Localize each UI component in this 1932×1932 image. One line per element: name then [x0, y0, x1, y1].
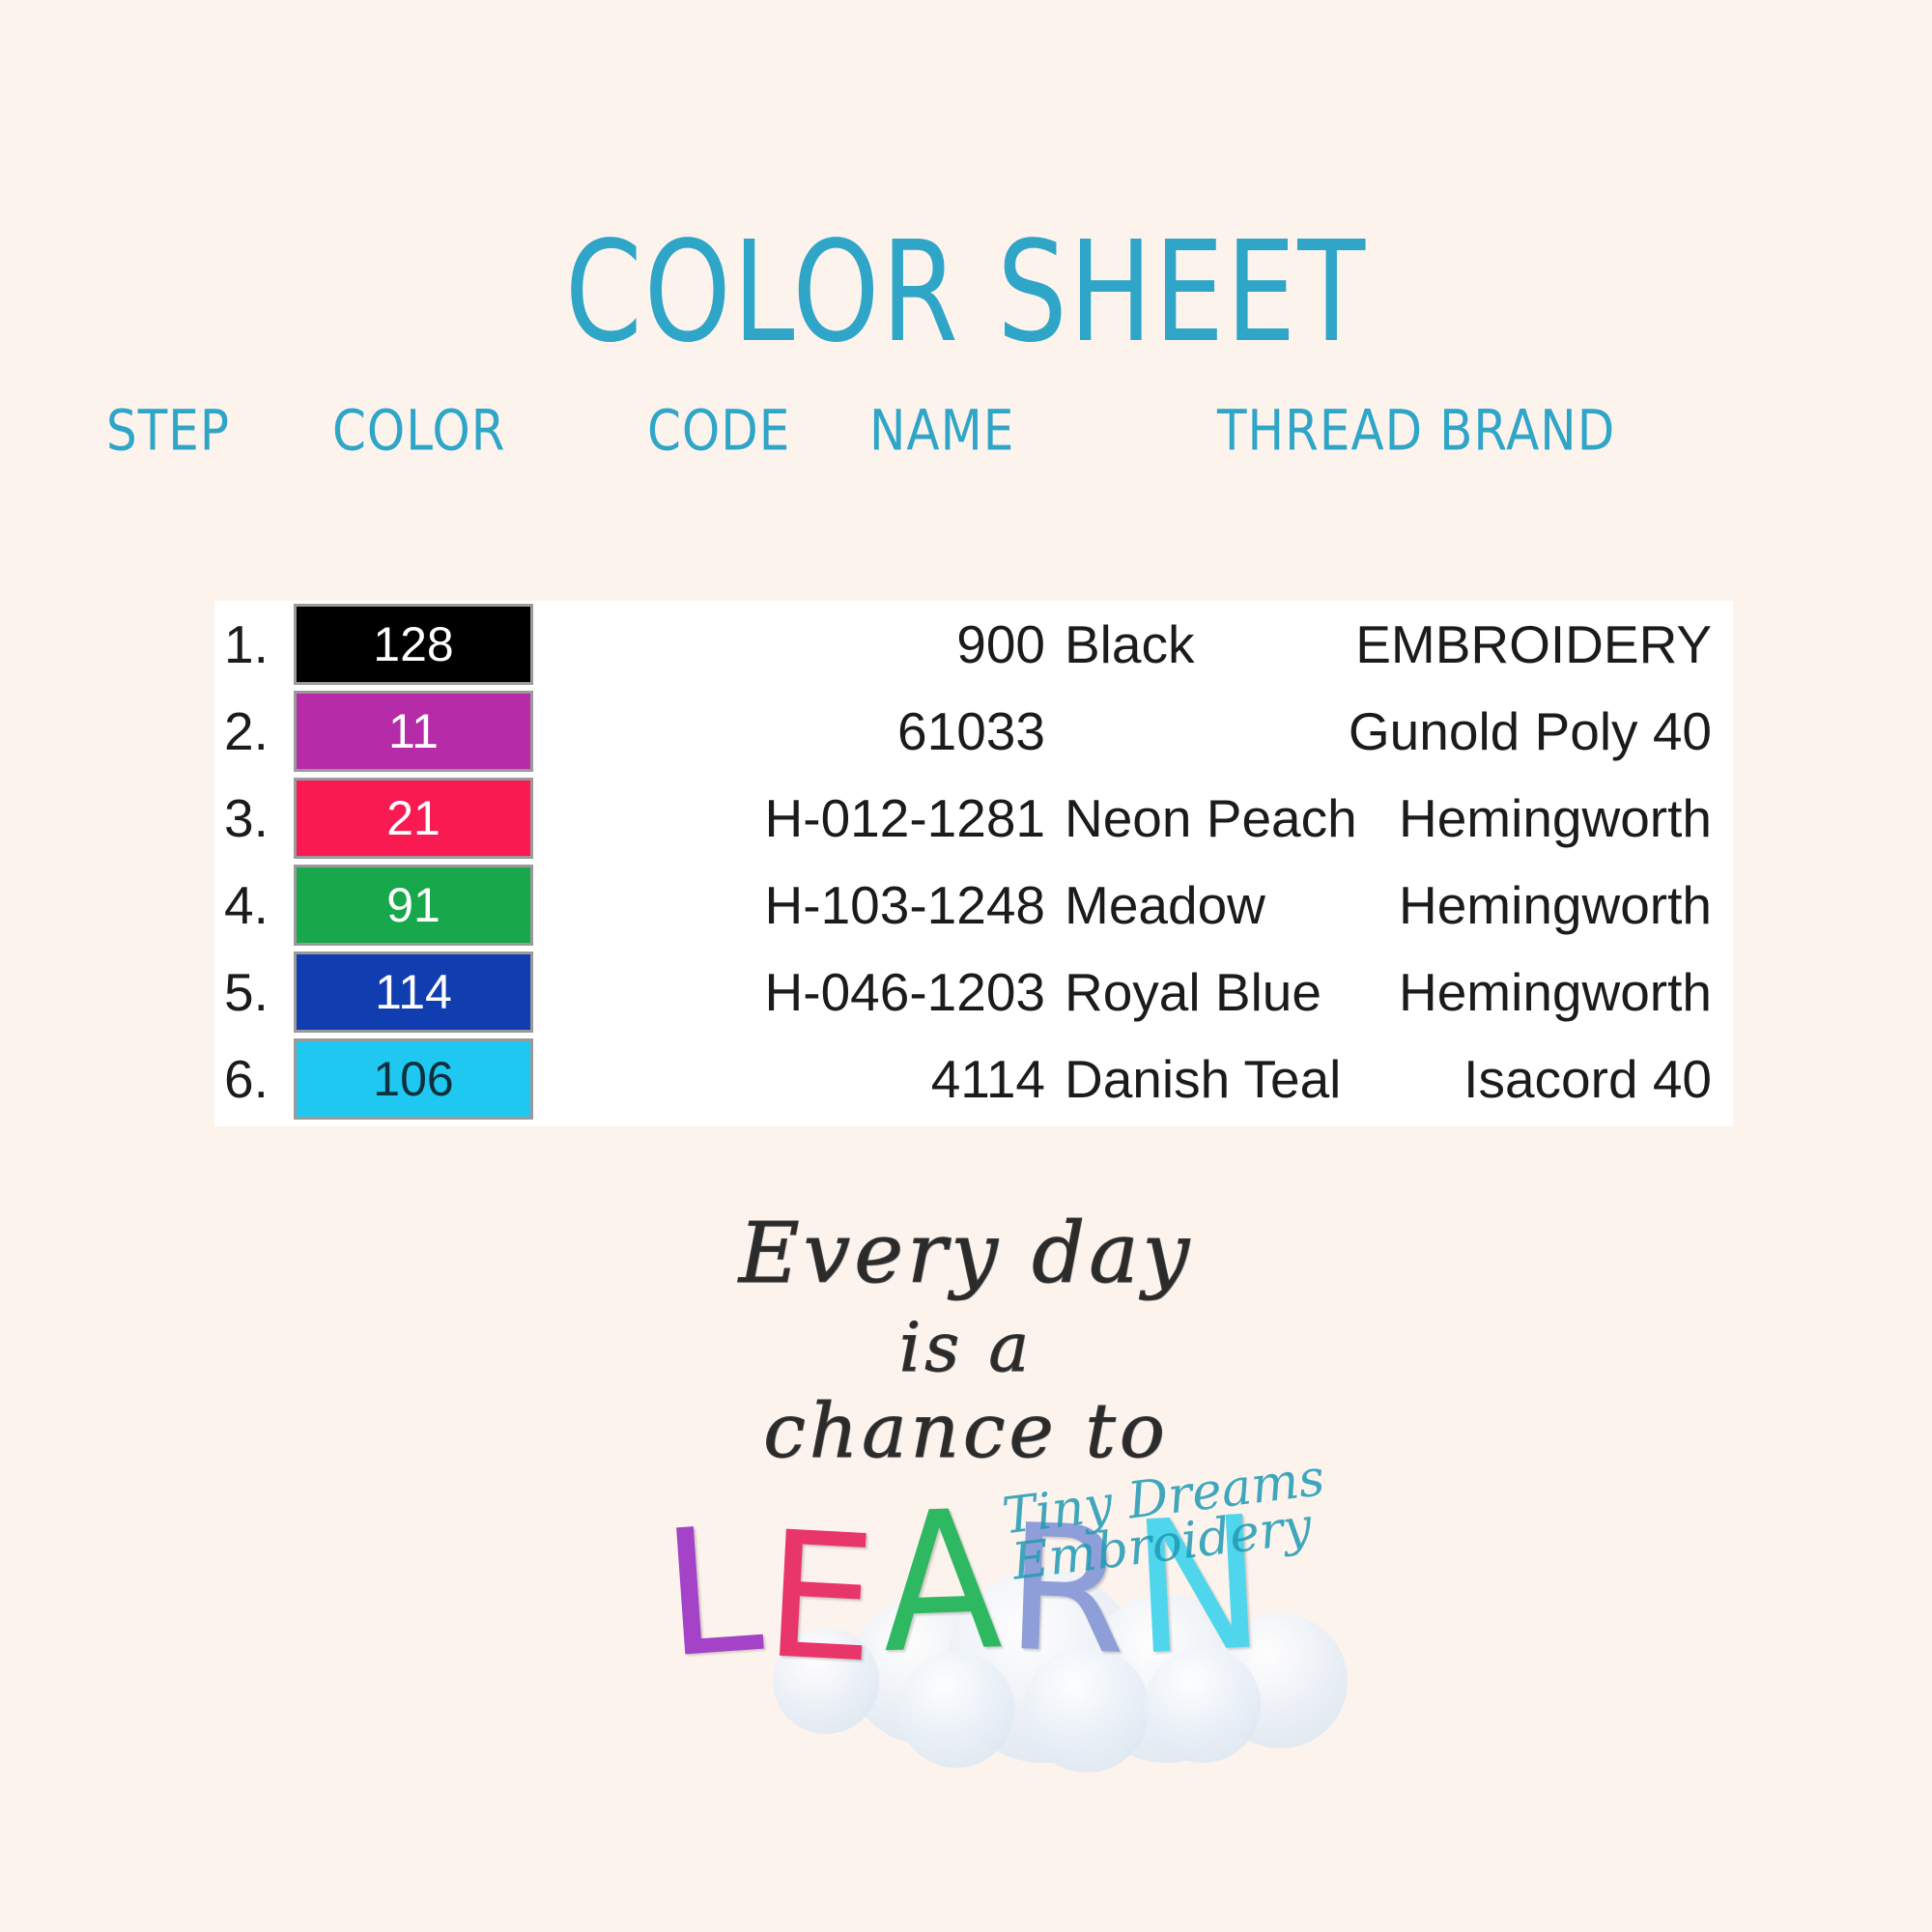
artwork-line-1: Every day	[738, 1206, 1194, 1302]
artwork-line-3: chance to	[763, 1388, 1169, 1475]
table-row[interactable]: 4. 91 H-103-1248 Meadow Hemingworth	[214, 862, 1733, 949]
step-number: 1.	[224, 614, 269, 674]
color-table: 1. 128 900 Black EMBROIDERY 2. 11 61033 Gunold P…	[214, 601, 1733, 1126]
header-code: CODE	[647, 398, 791, 464]
table-row[interactable]: 5. 114 H-046-1203 Royal Blue Hemingworth	[214, 949, 1733, 1036]
thread-code: H-103-1248	[764, 875, 1045, 935]
step-number: 3.	[224, 788, 269, 848]
artwork-letter-n: N	[1127, 1477, 1274, 1696]
artwork-letter-e: E	[759, 1493, 887, 1702]
color-swatch[interactable]: 114	[294, 952, 533, 1033]
table-row[interactable]: 3. 21 H-012-1281 Neon Peach Hemingworth	[214, 775, 1733, 862]
cloud-shape	[898, 1652, 1014, 1768]
thread-code: H-046-1203	[764, 962, 1045, 1022]
color-swatch[interactable]: 91	[294, 865, 533, 946]
header-color: COLOR	[332, 398, 506, 464]
color-swatch[interactable]: 128	[294, 604, 533, 685]
thread-code: 900	[956, 614, 1045, 674]
thread-brand: Isacord 40	[1463, 1049, 1712, 1109]
step-number: 6.	[224, 1049, 269, 1109]
swatch-number: 106	[373, 1052, 454, 1106]
swatch-number: 91	[386, 878, 440, 932]
cloud-shape	[1024, 1647, 1150, 1773]
page-title: COLOR SHEET	[564, 210, 1368, 374]
step-number: 2.	[224, 701, 269, 761]
color-swatch[interactable]: 106	[294, 1038, 533, 1120]
artwork-word-learn: LEARN	[0, 1469, 1932, 1702]
step-number: 4.	[224, 875, 269, 935]
thread-code: H-012-1281	[764, 788, 1045, 848]
thread-brand: Hemingworth	[1398, 788, 1712, 848]
header-step: STEP	[106, 398, 231, 464]
swatch-number: 128	[373, 617, 454, 671]
header-name: NAME	[869, 398, 1015, 464]
column-headers: STEP COLOR CODE NAME THREAD BRAND	[106, 398, 1835, 466]
swatch-number: 21	[386, 791, 440, 845]
artwork-letter-l: L	[656, 1488, 774, 1697]
design-artwork: Every day is a chance to LEARN	[0, 1212, 1932, 1889]
table-row[interactable]: 6. 106 4114 Danish Teal Isacord 40	[214, 1036, 1733, 1122]
thread-brand: Hemingworth	[1398, 962, 1712, 1022]
thread-name: Meadow	[1065, 875, 1265, 935]
header-brand: THREAD BRAND	[1217, 398, 1616, 464]
thread-code: 4114	[930, 1049, 1045, 1109]
thread-name: Danish Teal	[1065, 1049, 1342, 1109]
color-swatch[interactable]: 11	[294, 691, 533, 772]
table-row[interactable]: 1. 128 900 Black EMBROIDERY	[214, 601, 1733, 688]
thread-brand: EMBROIDERY	[1355, 614, 1712, 674]
thread-brand: Gunold Poly 40	[1348, 701, 1712, 761]
table-row[interactable]: 2. 11 61033 Gunold Poly 40	[214, 688, 1733, 775]
color-swatch[interactable]: 21	[294, 778, 533, 859]
thread-name: Royal Blue	[1065, 962, 1321, 1022]
thread-name: Neon Peach	[1065, 788, 1357, 848]
thread-code: 61033	[897, 701, 1045, 761]
step-number: 5.	[224, 962, 269, 1022]
swatch-number: 11	[388, 704, 439, 758]
thread-name: Black	[1065, 614, 1195, 674]
artwork-letter-r: R	[1003, 1487, 1137, 1694]
artwork-letter-a: A	[877, 1469, 1010, 1696]
thread-brand: Hemingworth	[1398, 875, 1712, 935]
swatch-number: 114	[375, 965, 452, 1019]
cloud-shape	[773, 1628, 879, 1734]
cloud-shape	[1145, 1647, 1261, 1763]
artwork-line-2: is a	[898, 1308, 1034, 1387]
